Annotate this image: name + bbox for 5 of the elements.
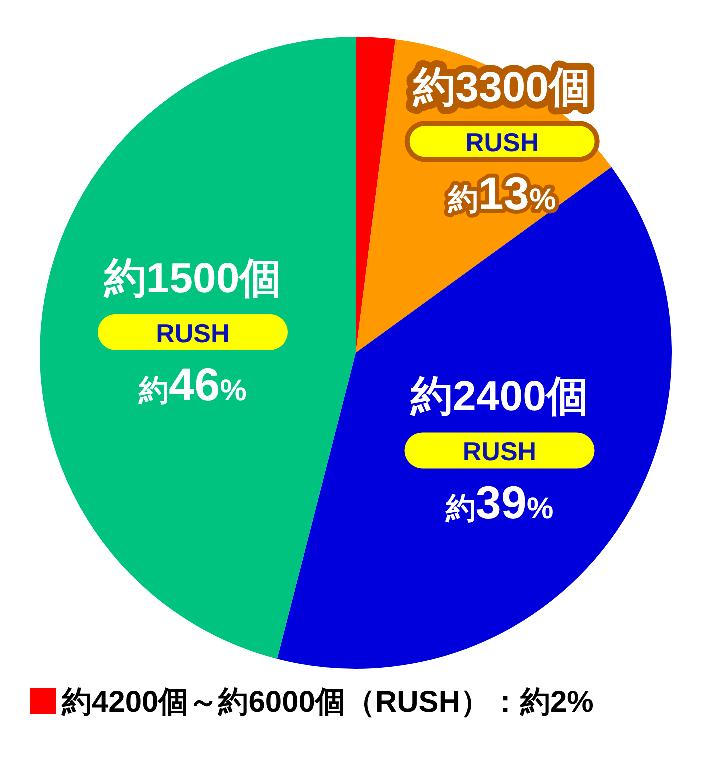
data-label: 約13% bbox=[447, 168, 556, 220]
slice-label: 約1500個 bbox=[103, 254, 282, 302]
data-label: 約39% bbox=[444, 476, 554, 529]
data-label: 約46% bbox=[138, 358, 247, 410]
slice-label: 約2400個 bbox=[410, 372, 588, 420]
